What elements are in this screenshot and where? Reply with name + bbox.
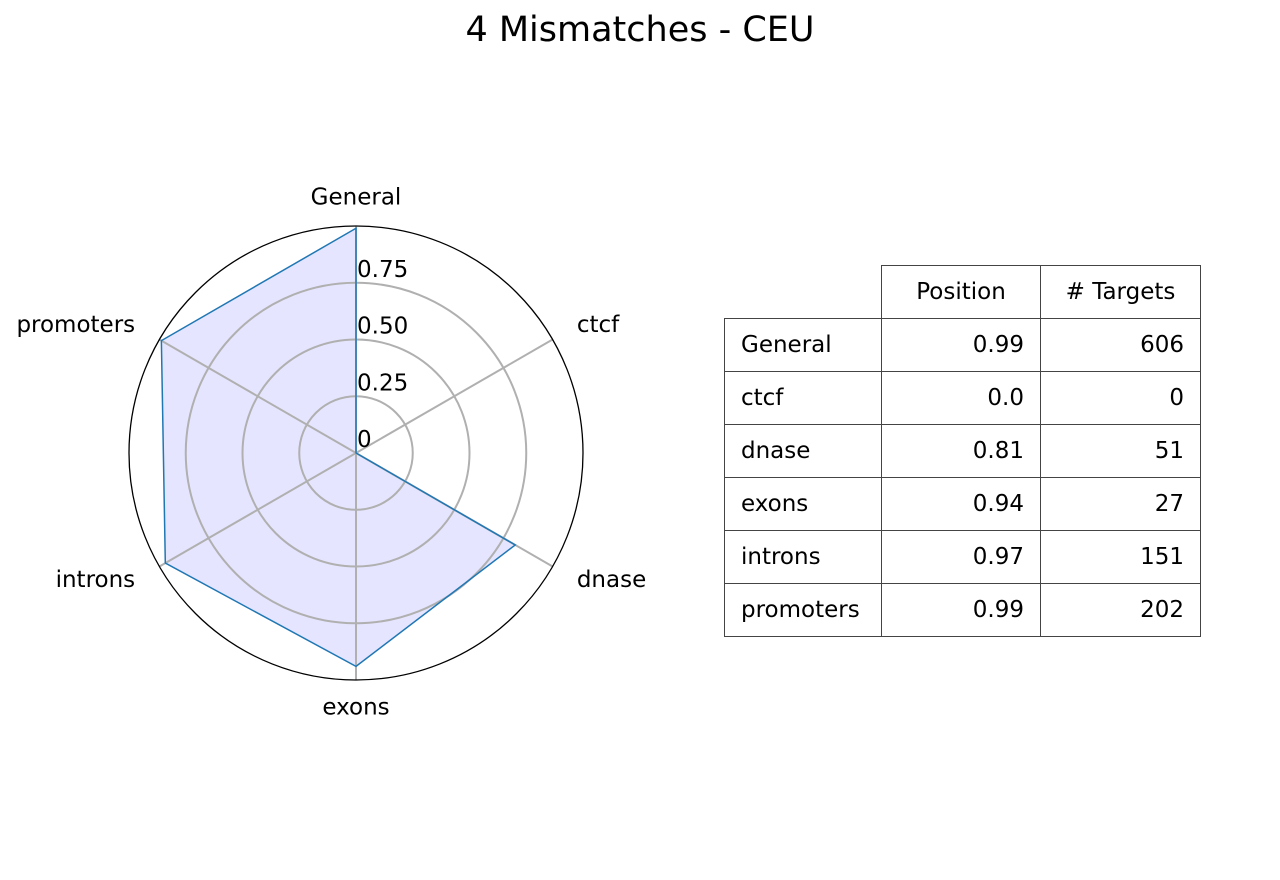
axis-spoke — [355, 338, 554, 454]
radar-outer-frame — [128, 225, 584, 681]
table-row: ctcf 0.0 0 — [724, 371, 1201, 425]
table-cell-targets: 202 — [1040, 583, 1201, 637]
table-cell-position: 0.94 — [881, 477, 1041, 531]
table-cell-label: promoters — [724, 583, 882, 637]
data-table: Position # Targets General 0.99 606 ctcf… — [724, 265, 1201, 637]
table-header-position: Position — [881, 265, 1041, 319]
category-label: promoters — [16, 312, 135, 338]
table-cell-targets: 27 — [1040, 477, 1201, 531]
table-cell-targets: 0 — [1040, 371, 1201, 425]
table-cell-label: introns — [724, 530, 882, 584]
table-cell-targets: 151 — [1040, 530, 1201, 584]
axis-spoke — [158, 452, 357, 568]
table-cell-position: 0.97 — [881, 530, 1041, 584]
table-row: dnase 0.81 51 — [724, 424, 1201, 478]
table-cell-position: 0.99 — [881, 583, 1041, 637]
data-area — [161, 228, 516, 667]
table-cell-label: dnase — [724, 424, 882, 478]
category-label: dnase — [577, 567, 646, 593]
data-series-line — [160, 226, 517, 668]
radial-tick-label: 0.75 — [357, 257, 408, 283]
table-header-targets: # Targets — [1040, 265, 1201, 319]
table-cell-targets: 51 — [1040, 424, 1201, 478]
radial-tick-label: 0 — [357, 427, 372, 453]
axis-spoke — [158, 338, 357, 454]
table-cell-position: 0.81 — [881, 424, 1041, 478]
chart-title: 4 Mismatches - CEU — [465, 10, 815, 50]
table-cell-label: General — [724, 318, 882, 372]
table-cell-position: 0.0 — [881, 371, 1041, 425]
table-row: introns 0.97 151 — [724, 530, 1201, 584]
category-label: General — [311, 185, 402, 211]
radial-tick-label: 0.50 — [357, 314, 408, 340]
category-label: exons — [322, 695, 389, 721]
table-cell-position: 0.99 — [881, 318, 1041, 372]
category-label: introns — [56, 567, 136, 593]
category-label: ctcf — [577, 312, 620, 338]
table-cell-label: exons — [724, 477, 882, 531]
table-cell-label: ctcf — [724, 371, 882, 425]
radial-tick-label: 0.25 — [357, 370, 408, 396]
table-row: promoters 0.99 202 — [724, 583, 1201, 637]
table-row: General 0.99 606 — [724, 318, 1201, 372]
table-header-row: Position # Targets — [724, 265, 1201, 319]
table-header-blank — [724, 265, 882, 319]
table-row: exons 0.94 27 — [724, 477, 1201, 531]
table-cell-targets: 606 — [1040, 318, 1201, 372]
